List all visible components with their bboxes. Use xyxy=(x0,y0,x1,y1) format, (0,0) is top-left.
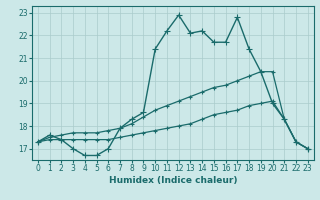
X-axis label: Humidex (Indice chaleur): Humidex (Indice chaleur) xyxy=(108,176,237,185)
